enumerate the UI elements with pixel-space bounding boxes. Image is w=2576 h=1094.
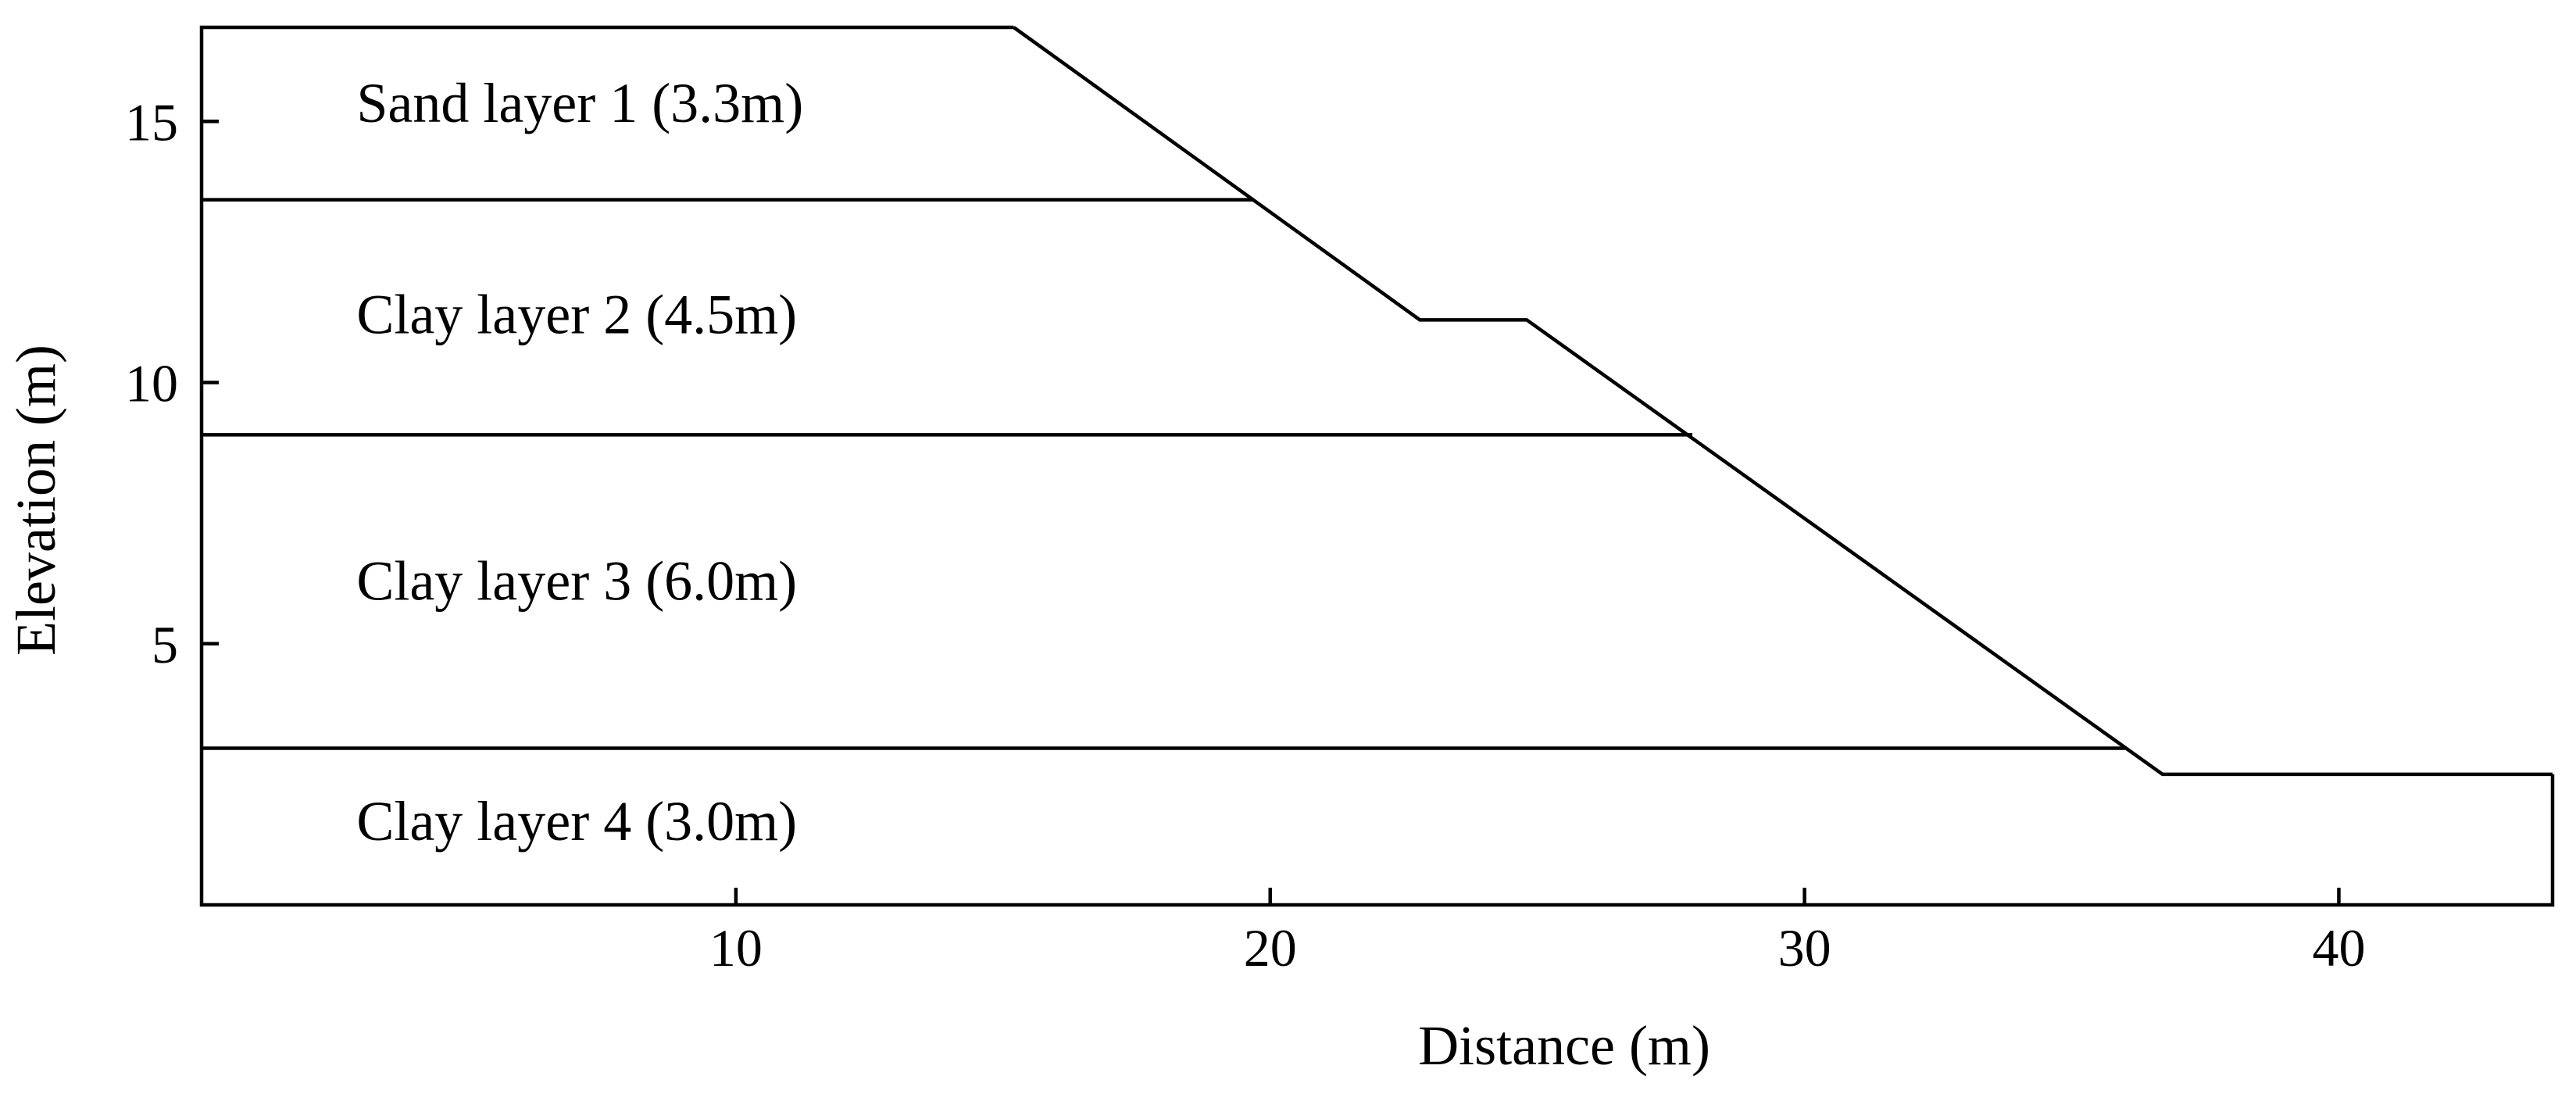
y-tick-label: 5 bbox=[152, 615, 178, 674]
x-tick-label: 30 bbox=[1778, 918, 1831, 978]
layer-label-4: Clay layer 4 (3.0m) bbox=[356, 790, 797, 853]
plot-frame bbox=[199, 25, 2555, 907]
y-tick-label: 15 bbox=[125, 92, 178, 152]
x-tick-label: 20 bbox=[1244, 918, 1297, 978]
layer-label-2: Clay layer 2 (4.5m) bbox=[356, 284, 797, 346]
layer-labels: Sand layer 1 (3.3m) Clay layer 2 (4.5m) Cl… bbox=[356, 72, 803, 853]
x-tick-label: 40 bbox=[2312, 918, 2365, 978]
layer-label-1: Sand layer 1 (3.3m) bbox=[356, 72, 803, 134]
layer-boundaries bbox=[202, 198, 2125, 750]
x-axis-ticks: 10 20 30 40 bbox=[709, 888, 2365, 978]
x-axis-label: Distance (m) bbox=[1418, 1014, 1710, 1077]
y-tick-label: 10 bbox=[125, 354, 178, 413]
x-tick-label: 10 bbox=[709, 918, 763, 978]
layer-label-3: Clay layer 3 (6.0m) bbox=[356, 550, 797, 613]
y-axis-label: Elevation (m) bbox=[5, 345, 67, 656]
y-axis-ticks: 5 10 15 bbox=[125, 92, 219, 674]
slope-profile bbox=[1013, 26, 2553, 777]
